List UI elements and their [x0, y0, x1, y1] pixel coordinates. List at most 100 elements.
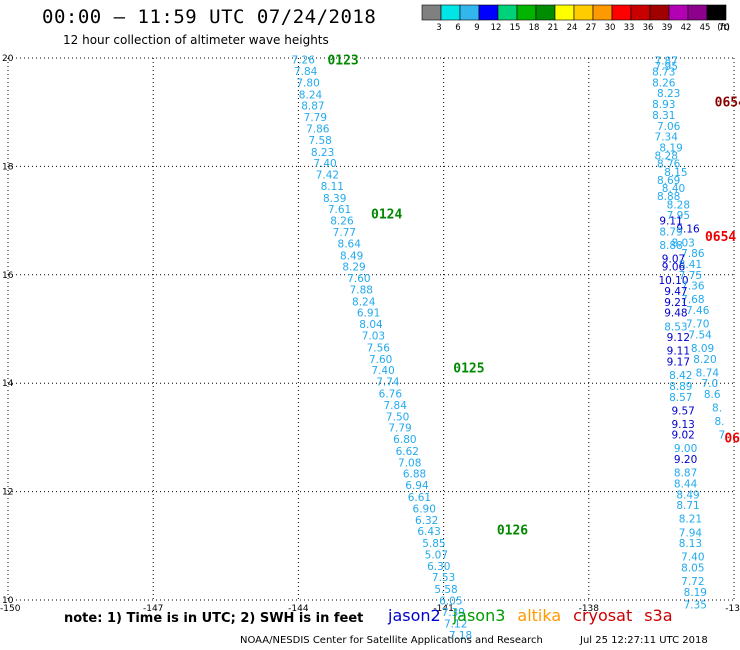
track-time-label: 06 — [724, 431, 740, 446]
swh-value-label: 6.91 — [357, 308, 380, 320]
swh-value-label: 7.03 — [362, 331, 385, 343]
satellite-legend-cryosat: cryosat — [573, 606, 633, 625]
swh-value-label: 8.76 — [657, 159, 681, 171]
x-tick-label: -13 — [725, 604, 740, 614]
swh-value-label: 7.84 — [384, 400, 408, 412]
footer-credit: NOAA/NESDIS Center for Satellite Applica… — [240, 635, 543, 646]
colorbar-swatch — [478, 4, 499, 21]
colorbar-label: 36 — [643, 23, 654, 33]
swh-value-label: 8.40 — [662, 183, 685, 195]
swh-value-label: 8.20 — [693, 354, 716, 366]
track-time-label: 0126 — [497, 524, 528, 539]
colorbar-label: 15 — [510, 23, 521, 33]
swh-value-label: 8.88 — [659, 240, 682, 252]
swh-value-label: 8.57 — [669, 392, 692, 404]
y-tick-label: 16 — [2, 271, 14, 281]
swh-value-label: 9.16 — [676, 224, 700, 236]
colorbar-label: 70 — [719, 23, 730, 33]
swh-value-label: 8.44 — [674, 478, 698, 490]
swh-value-label: 9.20 — [674, 454, 697, 466]
swh-value-label: 7.60 — [347, 273, 370, 285]
swh-value-label: 7.54 — [688, 329, 712, 341]
chart-subtitle: 12 hour collection of altimeter wave hei… — [63, 33, 329, 47]
swh-value-label: 6.90 — [413, 503, 436, 515]
swh-value-label: 6.30 — [427, 561, 450, 573]
swh-value-label: 7.53 — [432, 572, 455, 584]
track-time-label: 0654 — [705, 230, 736, 245]
x-tick-label: -150 — [0, 604, 21, 614]
swh-value-label: 7 — [719, 430, 726, 442]
colorbar-swatch — [668, 4, 689, 21]
swh-value-label: 7.40 — [681, 552, 704, 564]
swh-value-label: 8.31 — [652, 110, 675, 122]
swh-value-label: 9.47 — [664, 286, 687, 298]
y-tick-label: 10 — [2, 596, 14, 606]
swh-value-label: 6.88 — [403, 469, 426, 481]
swh-value-label: 9.57 — [671, 405, 694, 417]
swh-value-label: 10.10 — [658, 275, 688, 287]
swh-value-label: 8.6 — [704, 389, 721, 401]
swh-value-label: 8.04 — [359, 319, 383, 331]
colorbar-label: 9 — [474, 23, 479, 33]
swh-value-label: 8.42 — [669, 370, 692, 382]
swh-value-label: 7.40 — [371, 365, 394, 377]
footer-timestamp: Jul 25 12:27:11 UTC 2018 — [580, 635, 708, 646]
swh-value-label: 7.72 — [681, 576, 704, 588]
colorbar-swatch — [573, 4, 594, 21]
swh-value-label: 8.24 — [352, 296, 376, 308]
swh-value-label: 8.87 — [674, 468, 697, 480]
swh-value-label: 9.17 — [667, 357, 690, 369]
colorbar-swatch — [516, 4, 537, 21]
swh-value-label: 6.05 — [439, 596, 462, 608]
swh-value-label: 5.85 — [422, 538, 445, 550]
colorbar-swatch — [649, 4, 670, 21]
swh-value-label: 8.69 — [657, 175, 680, 187]
swh-value-label: 8.53 — [664, 321, 687, 333]
swh-value-label: 8.79 — [659, 226, 682, 238]
swh-value-label: 7.39 — [442, 607, 465, 619]
colorbar-swatch — [535, 4, 556, 21]
swh-value-label: 9.11 — [667, 346, 690, 358]
swh-value-label: 8.28 — [667, 199, 690, 211]
satellite-legend-altika: altika — [517, 606, 562, 625]
colorbar-label: 18 — [529, 23, 540, 33]
satellite-tracks: 7.267.847.808.248.877.797.867.588.237.40… — [292, 55, 726, 643]
swh-value-label: 8.23 — [657, 88, 680, 100]
colorbar-swatch — [440, 4, 461, 21]
y-tick-label: 20 — [2, 54, 14, 64]
colorbar-swatch — [706, 4, 727, 21]
colorbar-label: 27 — [586, 23, 597, 33]
swh-value-label: 7.12 — [444, 618, 467, 630]
x-tick-label: -141 — [433, 604, 453, 614]
colorbar-swatch — [459, 4, 480, 21]
swh-value-label: 7.74 — [376, 377, 400, 389]
x-tick-label: -138 — [579, 604, 600, 614]
y-tick-label: 12 — [2, 488, 13, 498]
swh-value-label: 7.88 — [350, 284, 373, 296]
colorbar-label: 30 — [605, 23, 616, 33]
swh-value-label: 9.07 — [662, 254, 685, 266]
chart-title: 00:00 – 11:59 UTC 07/24/2018 — [42, 6, 377, 28]
swh-value-label: 8.21 — [679, 514, 702, 526]
swh-value-label: 7.86 — [306, 123, 330, 135]
swh-value-label: 6.32 — [415, 515, 438, 527]
swh-value-label: 8.74 — [696, 367, 720, 379]
swh-value-label: 9.13 — [671, 419, 694, 431]
colorbar-unit: (ft) — [717, 23, 730, 33]
swh-value-label: 6.76 — [379, 388, 403, 400]
swh-value-label: 9.11 — [659, 216, 682, 228]
plot-axes: -150 -147 -144 -141 -138 -13 20 18 16 14 12 10 — [0, 54, 740, 614]
colorbar-label: 33 — [624, 23, 635, 33]
swh-value-label: 8.26 — [652, 77, 676, 89]
swh-value-label: 7.08 — [398, 457, 421, 469]
colorbar-swatch — [421, 4, 442, 21]
colorbar-label: 6 — [455, 23, 460, 33]
colorbar-swatch — [687, 4, 708, 21]
swh-value-label: 8.41 — [679, 259, 702, 271]
colorbar-label: 24 — [567, 23, 578, 33]
colorbar-legend: 3 6 9 12 15 18 21 24 27 30 33 36 39 42 45 70(ft) — [421, 4, 730, 33]
y-tick-label: 18 — [2, 162, 14, 172]
swh-value-label: 8.93 — [652, 99, 675, 111]
swh-value-label: 8.29 — [342, 262, 365, 274]
swh-value-label: 7.70 — [686, 319, 709, 331]
